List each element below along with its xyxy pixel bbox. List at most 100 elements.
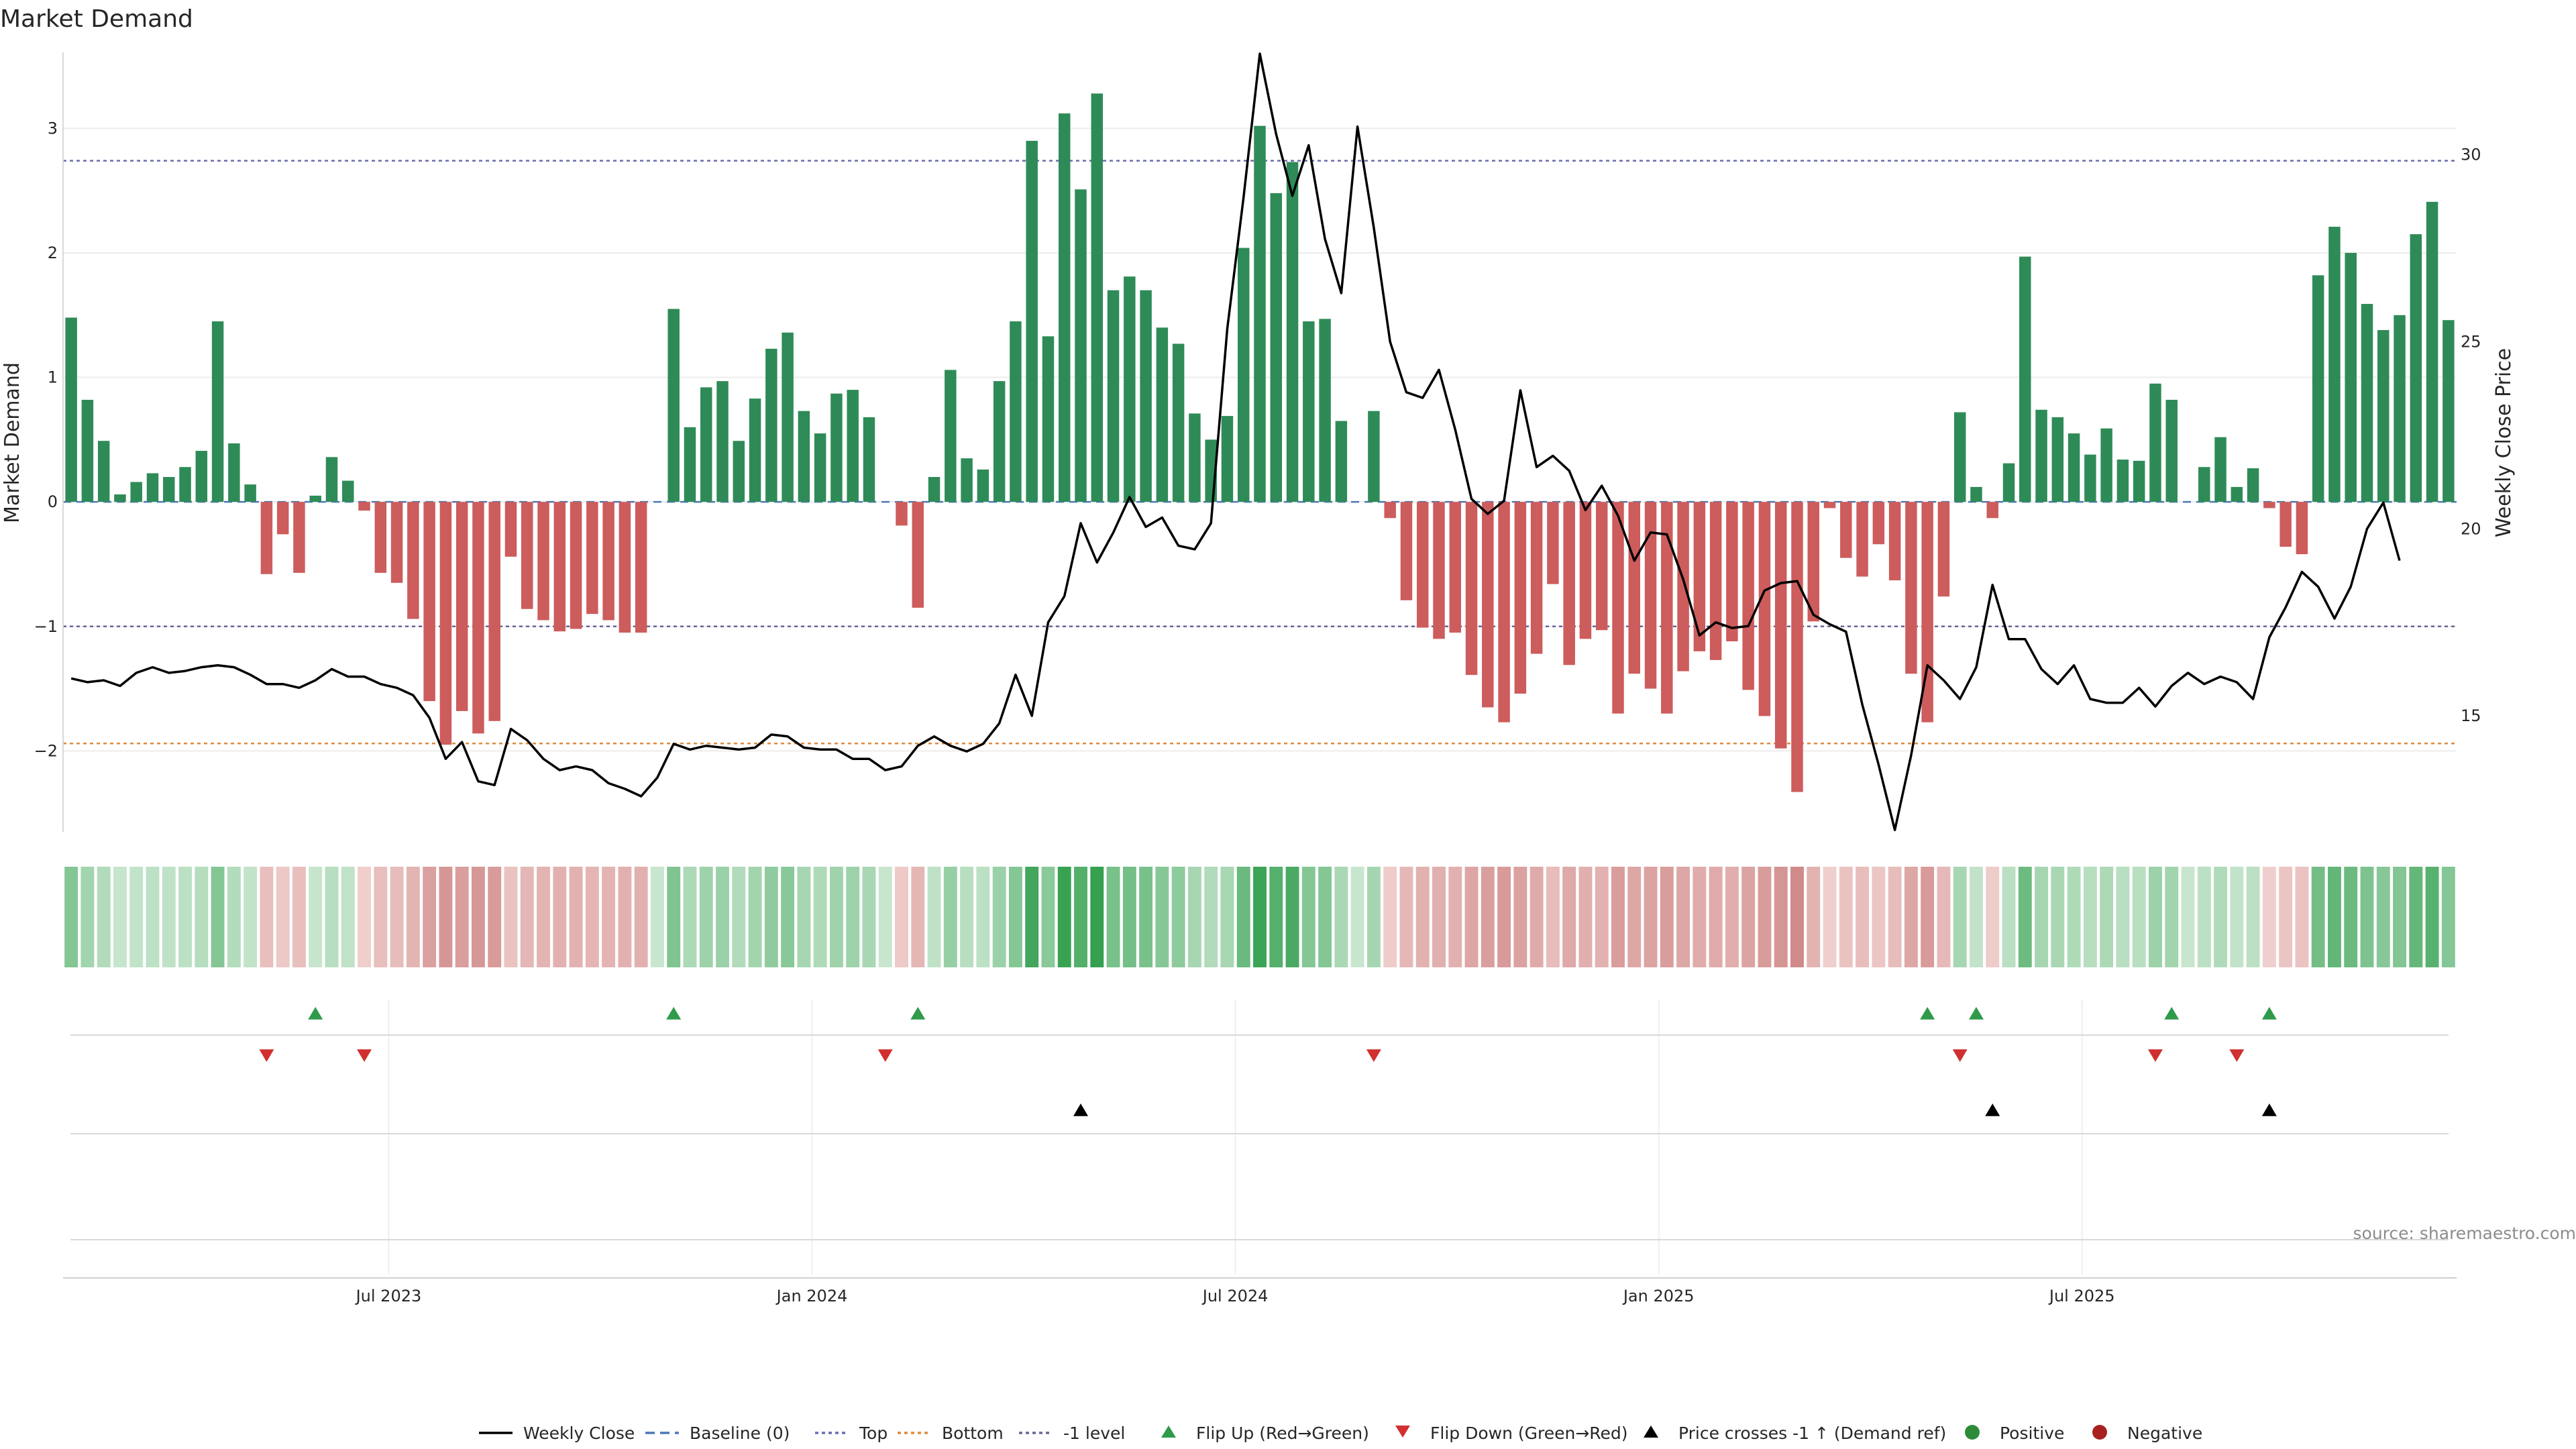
heat-cell xyxy=(2165,867,2179,967)
demand-bar xyxy=(81,399,94,502)
heat-cell xyxy=(1921,867,1935,967)
heat-cell xyxy=(64,867,78,967)
flip-up-marker xyxy=(666,1007,682,1020)
demand-bar xyxy=(2296,502,2308,555)
demand-bar xyxy=(276,502,289,535)
demand-bar xyxy=(2133,460,2145,502)
heat-cell xyxy=(1676,867,1690,967)
demand-bar xyxy=(1791,502,1803,792)
heat-cell xyxy=(2328,867,2341,967)
demand-bar xyxy=(2312,275,2324,502)
y-tick-label: −2 xyxy=(34,741,58,760)
price-cross-marker xyxy=(1985,1104,2000,1116)
y2-tick-label: 25 xyxy=(2461,332,2481,351)
flip-down-marker xyxy=(259,1049,274,1062)
demand-bar xyxy=(1335,421,1348,502)
demand-bar xyxy=(521,502,533,609)
chart-title: Market Demand xyxy=(0,5,193,33)
heat-cell xyxy=(2230,867,2244,967)
heat-cell xyxy=(1774,867,1788,967)
demand-bar xyxy=(896,502,908,526)
demand-bar xyxy=(1254,125,1266,502)
heat-cell xyxy=(1025,867,1039,967)
demand-bar xyxy=(2263,502,2275,508)
heat-cell xyxy=(1285,867,1299,967)
heat-cell xyxy=(1513,867,1527,967)
demand-bar xyxy=(1498,502,1510,722)
demand-bar xyxy=(342,480,354,502)
heat-cell xyxy=(1807,867,1821,967)
heat-cell xyxy=(2409,867,2423,967)
heat-cell xyxy=(488,867,502,967)
heat-cell xyxy=(1318,867,1332,967)
flip-down-marker xyxy=(1366,1049,1381,1062)
demand-bar xyxy=(2214,437,2226,502)
demand-bar xyxy=(1091,93,1104,502)
heat-cell xyxy=(97,867,111,967)
heat-cell xyxy=(146,867,160,967)
legend-label: Bottom xyxy=(942,1424,1004,1443)
heat-cell xyxy=(2360,867,2374,967)
demand-bar xyxy=(1807,502,1819,622)
demand-bar xyxy=(1107,290,1120,502)
demand-bar xyxy=(1303,321,1315,502)
demand-bar xyxy=(2394,315,2406,502)
demand-bar xyxy=(1482,502,1494,708)
demand-bar xyxy=(2426,201,2438,502)
legend-label: -1 level xyxy=(1063,1424,1125,1443)
heat-cell xyxy=(1350,867,1364,967)
heat-cell xyxy=(1839,867,1853,967)
heat-cell xyxy=(1008,867,1022,967)
heat-cell xyxy=(1187,867,1201,967)
legend-label: Positive xyxy=(2000,1424,2064,1443)
heat-cell xyxy=(1464,867,1479,967)
demand-bar xyxy=(244,484,256,502)
demand-bar xyxy=(749,398,761,502)
heat-cell xyxy=(650,867,664,967)
heat-cell xyxy=(1057,867,1071,967)
heat-cell xyxy=(1872,867,1886,967)
demand-bar xyxy=(798,411,810,502)
demand-bar xyxy=(1058,113,1071,502)
demand-bar xyxy=(1042,336,1055,502)
heat-cell xyxy=(1041,867,1055,967)
heat-cell xyxy=(699,867,713,967)
flip-down-marker xyxy=(2229,1049,2245,1062)
heat-cell xyxy=(537,867,550,967)
heat-cell xyxy=(1578,867,1593,967)
heat-cell xyxy=(341,867,355,967)
demand-bar xyxy=(1579,502,1592,639)
heat-cell xyxy=(1627,867,1642,967)
heat-cell xyxy=(1611,867,1625,967)
legend-label: Negative xyxy=(2127,1424,2202,1443)
demand-bar xyxy=(2443,320,2455,502)
heat-cell xyxy=(553,867,567,967)
legend-swatch xyxy=(2092,1425,2107,1440)
heat-cell xyxy=(455,867,469,967)
y-tick-label: 2 xyxy=(48,244,58,262)
demand-bar xyxy=(179,467,191,502)
demand-bar xyxy=(1953,412,1966,502)
demand-bar xyxy=(667,309,680,502)
demand-bar xyxy=(114,494,126,502)
heat-cell xyxy=(1937,867,1951,967)
flip-up-marker xyxy=(1920,1007,1935,1020)
heat-cell xyxy=(1758,867,1772,967)
y-axis-label: Market Demand xyxy=(1,362,24,523)
demand-bar xyxy=(1140,290,1152,502)
demand-bar xyxy=(504,502,517,557)
demand-bar xyxy=(2328,226,2341,502)
heat-cell xyxy=(211,867,225,967)
y2-tick-label: 20 xyxy=(2461,519,2481,538)
demand-bar xyxy=(146,473,159,502)
demand-bar xyxy=(863,417,875,502)
heat-cell xyxy=(569,867,583,967)
demand-bar xyxy=(1368,411,1380,502)
y2-tick-label: 15 xyxy=(2461,706,2481,725)
heat-cell xyxy=(2279,867,2293,967)
x-tick-label: Jul 2024 xyxy=(1201,1287,1269,1305)
demand-bar xyxy=(1774,502,1787,749)
demand-bar xyxy=(130,482,142,502)
flip-up-marker xyxy=(1968,1007,1984,1020)
